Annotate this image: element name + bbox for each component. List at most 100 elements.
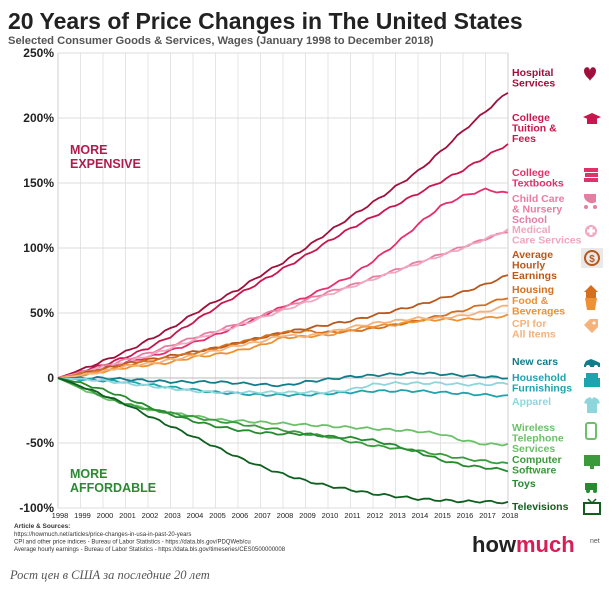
series-label: College Tuition & Fees [512,112,601,145]
x-tick-label: 2004 [187,511,204,520]
x-tick-label: 2009 [299,511,316,520]
series-label-text: Wireless Telephone Services [512,422,564,455]
y-tick-label: 0 [47,371,54,385]
series-line [57,143,509,379]
x-tick-label: 2002 [142,511,159,520]
series-label-text: CPI for All Items [512,318,556,341]
series-line [57,377,509,398]
series-label-text: Apparel [512,396,551,408]
series-label: New cars [512,356,600,369]
house-icon [584,285,598,299]
y-tick-label: 200% [23,111,54,125]
series-label: Child Care & Nursery School [512,193,597,226]
series-line [57,297,509,379]
series-label: Computer Software [512,454,600,477]
chart-title: 20 Years of Price Changes in The United … [8,8,523,34]
x-tick-label: 2017 [479,511,496,520]
series-line [57,377,509,505]
series-line [57,377,509,465]
series-label: Hospital Services [512,67,596,90]
series-label-text: Average Hourly Earnings [512,249,557,282]
series-labels: Hospital Services College Tuition & Fees Coll… [512,67,603,515]
sources-block: Article & Sources: https://howmuch.net/ar… [14,523,286,553]
y-axis: 250% 200% 150% 100% 50% 0 -50% -100% [19,46,54,515]
series-label-text: Food & Beverages [512,295,565,318]
series-label-text: Toys [512,478,536,490]
sources-heading: Article & Sources: [14,523,70,530]
series-label: Housing [512,284,598,299]
source-line: CPI and other price indices - Bureau of … [14,540,251,546]
x-tick-label: 2018 [502,511,519,520]
source-line: https://howmuch.net/articles/price-chang… [14,532,191,538]
y-tick-label: 150% [23,176,54,190]
series-label: Average Hourly Earnings $ [512,248,603,282]
howmuch-net-suffix: net [590,538,600,545]
series-line [57,228,509,379]
grid-lines [57,52,509,509]
x-tick-label: 2013 [389,511,406,520]
howmuch-logo: howmuch net [472,532,600,557]
series-line [57,304,508,379]
series-label-text: College Textbooks [512,167,564,190]
phone-icon [585,422,597,440]
more-expensive-label: MORE EXPENSIVE [70,143,141,171]
series-label: Food & Beverages [512,295,597,318]
series-label: College Textbooks [512,167,598,190]
series-line [57,377,509,395]
x-tick-label: 2005 [209,511,226,520]
svg-text:$: $ [589,254,595,265]
region-labels: MORE EXPENSIVE MORE AFFORDABLE [70,143,156,495]
books-icon [584,168,598,182]
x-tick-label: 2006 [232,511,249,520]
series-label-text: Hospital Services [512,67,555,90]
series-label: Televisions [512,498,601,515]
series-label: Wireless Telephone Services [512,422,597,455]
x-tick-label: 2015 [434,511,451,520]
x-tick-label: 2014 [412,511,429,520]
stroller-icon [583,194,597,209]
series-label-text: New cars [512,356,558,368]
y-tick-label: -100% [19,501,54,515]
price-tag-icon [584,319,598,333]
furniture-icon [584,373,600,387]
medical-plus-icon [585,225,597,237]
x-tick-label: 1999 [74,511,91,520]
x-tick-label: 2008 [277,511,294,520]
y-tick-label: 50% [30,306,54,320]
heart-cross-icon [584,67,596,81]
series-label-text: College Tuition & Fees [512,112,557,145]
howmuch-wordmark: howmuch [472,532,575,557]
series-label-text: Medical Care Services [512,224,582,247]
image-caption: Рост цен в США за последние 20 лет [10,568,210,582]
dollar-clock-icon: $ [581,248,603,268]
car-icon [584,359,600,369]
x-tick-label: 2007 [254,511,271,520]
series-label-text: Household Furnishings [512,372,572,395]
more-affordable-label: MORE AFFORDABLE [70,467,156,495]
toy-icon [585,483,597,493]
series-label-text: Child Care & Nursery School [512,193,565,226]
series-line [57,92,509,379]
series-label-text: Computer Software [512,454,562,477]
series-line [58,371,509,388]
x-axis: 1998 1999 2000 2001 2002 2003 2004 2005 2006 2007… [52,511,519,520]
series-label: Medical Care Services [512,224,597,247]
x-tick-label: 2001 [119,511,136,520]
x-tick-label: 2010 [322,511,339,520]
chart-subtitle: Selected Consumer Goods & Services, Wage… [8,35,434,47]
shirt-icon [584,397,600,413]
x-tick-label: 2012 [367,511,384,520]
y-tick-label: -50% [26,436,54,450]
x-tick-label: 2016 [457,511,474,520]
monitor-icon [584,455,600,469]
x-tick-label: 1998 [52,511,69,520]
x-tick-label: 2000 [97,511,114,520]
series-label-text: Housing [512,284,554,296]
series-lines [57,92,509,505]
series-label: Apparel [512,396,600,413]
series-label: CPI for All Items [512,318,598,341]
source-line: Average hourly earnings - Bureau of Labo… [14,547,286,553]
series-label-text: Televisions [512,501,569,513]
x-tick-label: 2011 [344,511,360,520]
